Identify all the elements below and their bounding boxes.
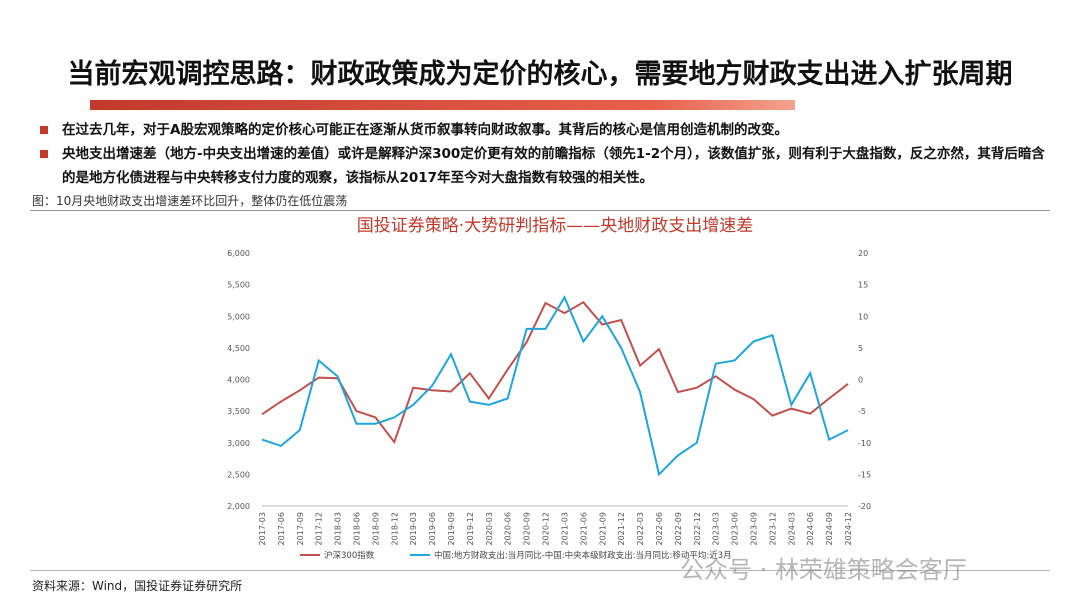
x-tick-label: 2022-09 — [674, 512, 683, 545]
divider — [30, 570, 1050, 571]
x-tick-label: 2018-09 — [371, 512, 380, 545]
x-tick-label: 2018-12 — [390, 512, 399, 545]
slide-title: 当前宏观调控思路：财政政策成为定价的核心，需要地方财政支出进入扩张周期 — [67, 59, 1013, 90]
x-tick-label: 2021-12 — [617, 512, 626, 545]
x-tick-label: 2022-06 — [655, 512, 664, 545]
y2-tick-label: 15 — [858, 281, 868, 290]
y2-tick-label: -5 — [858, 407, 866, 416]
series-line — [261, 301, 849, 445]
y-tick-label: 5,500 — [227, 281, 250, 290]
bullet: 在过去几年，对于A股宏观策略的定价核心可能正在逐渐从货币叙事转向财政叙事。其背后… — [38, 118, 1058, 142]
bullet: 央地支出增速差（地方-中央支出增速的差值）或许是解释沪深300定价更有效的前瞻指… — [38, 142, 1058, 190]
x-tick-label: 2020-12 — [542, 512, 551, 545]
y-tick-label: 6,000 — [227, 249, 250, 258]
x-tick-label: 2021-03 — [560, 512, 569, 545]
x-tick-label: 2024-03 — [787, 512, 796, 545]
x-tick-label: 2017-06 — [277, 512, 286, 545]
y-tick-label: 2,000 — [227, 502, 250, 511]
y-tick-label: 3,000 — [227, 439, 250, 448]
x-tick-label: 2020-06 — [504, 512, 513, 545]
x-tick-label: 2019-03 — [409, 512, 418, 545]
legend-label: 沪深300指数 — [324, 550, 375, 561]
bullet-list: 在过去几年，对于A股宏观策略的定价核心可能正在逐渐从货币叙事转向财政叙事。其背后… — [38, 118, 1058, 190]
x-tick-label: 2017-12 — [315, 512, 324, 545]
x-tick-label: 2023-12 — [768, 512, 777, 545]
x-tick-label: 2017-09 — [296, 512, 305, 545]
x-tick-label: 2021-06 — [579, 512, 588, 545]
divider — [30, 210, 1050, 211]
y-tick-label: 4,000 — [227, 376, 250, 385]
x-tick-label: 2024-12 — [844, 512, 853, 545]
x-tick-label: 2020-09 — [523, 512, 532, 545]
x-tick-label: 2017-03 — [258, 512, 267, 545]
x-tick-label: 2018-03 — [334, 512, 343, 545]
y-tick-label: 5,000 — [227, 312, 250, 321]
y-tick-label: 3,500 — [227, 407, 250, 416]
x-tick-label: 2024-09 — [825, 512, 834, 545]
x-tick-label: 2023-09 — [749, 512, 758, 545]
x-tick-label: 2019-09 — [447, 512, 456, 545]
x-tick-label: 2022-03 — [636, 512, 645, 545]
x-tick-label: 2018-06 — [353, 512, 362, 545]
x-tick-label: 2019-06 — [428, 512, 437, 545]
x-tick-label: 2024-06 — [806, 512, 815, 545]
y2-tick-label: -20 — [858, 502, 871, 511]
y2-tick-label: -15 — [858, 470, 871, 479]
watermark: 公众号 · 林荣雄策略会客厅 — [680, 556, 967, 584]
series-line — [261, 295, 849, 477]
x-tick-label: 2022-12 — [693, 512, 702, 545]
y2-tick-label: 10 — [858, 312, 868, 321]
y-tick-label: 2,500 — [227, 470, 250, 479]
legend-label: 中国:地方财政支出:当月同比-中国:中央本级财政支出:当月同比:移动平均:近3月 — [434, 550, 732, 561]
x-tick-label: 2023-03 — [712, 512, 721, 545]
y2-tick-label: -10 — [858, 439, 871, 448]
source-note: 资料来源：Wind，国投证券证券研究所 — [32, 579, 243, 593]
chart-title: 国投证券策略·大势研判指标——央地财政支出增速差 — [357, 216, 753, 236]
x-tick-label: 2021-09 — [598, 512, 607, 545]
y2-tick-label: 5 — [858, 344, 863, 353]
x-tick-label: 2020-03 — [485, 512, 494, 545]
y2-tick-label: 20 — [858, 249, 868, 258]
title-underline — [90, 100, 795, 110]
x-tick-label: 2023-06 — [731, 512, 740, 545]
x-tick-label: 2019-12 — [466, 512, 475, 545]
figure-caption: 图：10月央地财政支出增速差环比回升，整体仍在低位震荡 — [32, 194, 348, 208]
y2-tick-label: 0 — [858, 376, 863, 385]
y-tick-label: 4,500 — [227, 344, 250, 353]
